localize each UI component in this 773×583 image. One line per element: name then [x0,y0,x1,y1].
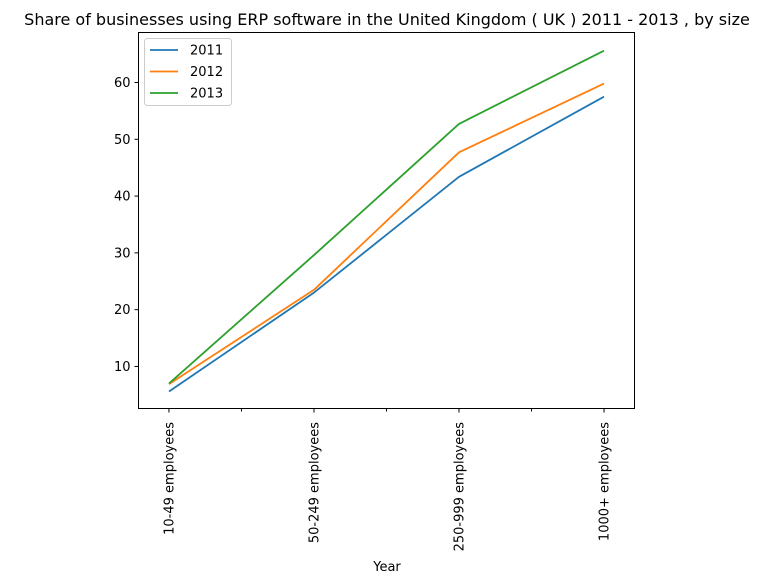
x-tick-label: 50-249 employees [307,422,322,543]
legend-label: 2013 [190,87,223,102]
legend: 2011 2012 2013 [144,38,232,106]
y-tick-label: 30 [114,246,131,261]
series-line-2011 [168,95,605,393]
y-tick-label: 10 [114,360,131,375]
series-line-2012 [168,82,605,385]
x-axis-label: Year [372,560,401,575]
x-axis: 10-49 employees 50-249 employees 250-999 e… [162,408,613,552]
y-axis: 10 20 30 40 50 60 [114,76,139,375]
y-tick-label: 60 [114,76,131,91]
x-tick-label: 250-999 employees [453,422,468,552]
legend-box [144,38,232,106]
legend-label: 2012 [190,65,223,80]
series-line-2013 [168,49,605,385]
legend-label: 2011 [190,44,223,59]
y-tick-label: 20 [114,303,131,318]
series-lines [168,49,605,393]
x-tick-label: 1000+ employees [598,422,613,541]
x-tick-label: 10-49 employees [162,422,177,535]
chart-title: Share of businesses using ERP software i… [24,10,750,29]
y-tick-label: 40 [114,190,131,205]
y-tick-label: 50 [114,133,131,148]
